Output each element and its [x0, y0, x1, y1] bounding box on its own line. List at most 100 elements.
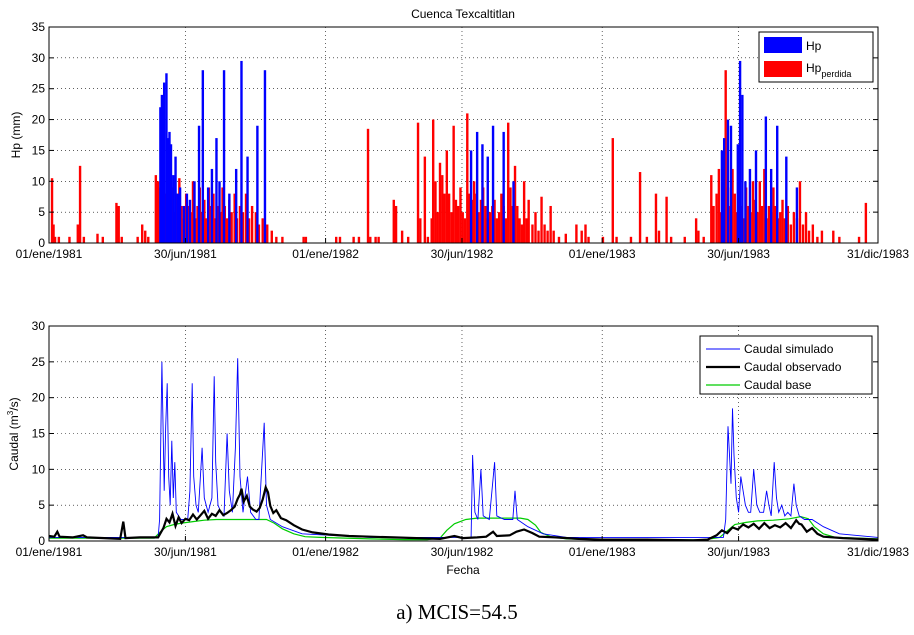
hp-perdida-bar	[575, 224, 578, 243]
hp-perdida-bar	[546, 230, 549, 243]
x-axis-ticks: 01/ene/1981 30/jun/1981 01/ene/1982 30/jun/…	[16, 536, 909, 559]
hp-perdida-bar	[82, 236, 86, 243]
hp-perdida-bar	[406, 236, 410, 243]
hp-perdida-bar	[513, 165, 517, 243]
hp-perdida-bar	[789, 224, 793, 243]
hp-perdida-bar	[281, 236, 284, 243]
hp-perdida-bar	[463, 218, 467, 243]
hp-perdida-bar	[522, 181, 526, 243]
hp-perdida-bar	[838, 236, 841, 243]
hp-bar	[172, 175, 175, 243]
hp-bar	[215, 138, 218, 243]
hp-perdida-bar	[334, 236, 338, 243]
hp-perdida-bar	[772, 187, 775, 243]
hp-perdida-bar	[244, 193, 248, 243]
y-tick-label: 25	[32, 355, 46, 369]
hp-bar	[228, 193, 231, 243]
x-tick-label: 01/ene/1981	[16, 247, 83, 261]
hp-perdida-bar	[430, 218, 433, 243]
hp-perdida-bar	[615, 236, 618, 243]
hp-perdida-bar	[731, 168, 734, 243]
x-tick-label: 30/jun/1983	[707, 247, 770, 261]
plot-frame	[48, 26, 879, 244]
hp-bar	[729, 125, 733, 243]
hp-perdida-bar	[767, 205, 771, 243]
hp-perdida-bar	[216, 205, 220, 243]
y-tick-label: 10	[32, 174, 46, 188]
figure-caption: a) MCIS=54.5	[396, 600, 518, 624]
hp-perdida-bar	[584, 224, 587, 243]
hp-perdida-bar	[717, 168, 721, 243]
hp-perdida-bar	[254, 212, 258, 243]
hp-perdida-bar	[792, 212, 796, 243]
y-axis-label: Hp (mm)	[9, 112, 23, 159]
hp-perdida-bar	[96, 233, 99, 243]
x-axis-label: Fecha	[446, 563, 480, 577]
hp-perdida-bar	[196, 205, 199, 243]
hp-perdida-bar	[534, 212, 537, 243]
hp-bar	[512, 181, 515, 243]
hp-perdida-bar	[531, 224, 534, 243]
hp-perdida-bar	[447, 193, 451, 243]
hp-perdida-bar	[203, 199, 206, 243]
hp-bar	[174, 156, 177, 243]
hp-bar	[185, 193, 189, 243]
hp-perdida-bar	[495, 218, 499, 243]
hp-perdida-bar	[857, 236, 861, 243]
hp-bar	[726, 119, 730, 243]
hp-perdida-bar	[798, 181, 802, 243]
legend-label-simulado: Caudal simulado	[744, 342, 834, 356]
hp-bar	[169, 144, 173, 243]
hp-perdida-bar	[497, 212, 501, 243]
hp-perdida-bar	[504, 218, 508, 243]
hp-perdida-bar	[352, 236, 355, 243]
hp-bar	[720, 150, 724, 243]
y-axis-label-end: /s)	[7, 397, 21, 410]
hp-perdida-bar	[53, 236, 57, 243]
y-tick-label: 15	[32, 427, 46, 441]
x-axis-ticks: 01/ene/1981 30/jun/1981 01/ene/1982 30/jun/…	[16, 238, 909, 261]
hp-perdida-bar	[212, 193, 215, 243]
hp-bar	[168, 131, 171, 243]
hp-perdida-bar	[629, 236, 633, 243]
hp-perdida-bar	[374, 236, 377, 243]
hp-perdida-bar	[774, 205, 777, 243]
hp-perdida-bar	[520, 224, 524, 243]
hp-perdida-bar	[338, 236, 342, 243]
hp-series	[159, 60, 799, 244]
hp-bar	[222, 70, 226, 243]
hp-perdida-bar	[509, 187, 512, 243]
y-axis-ticks: 0 5 10 15 20 25 30 35	[32, 20, 878, 250]
hp-perdida-bar	[747, 205, 750, 243]
hp-perdida-bar	[779, 212, 782, 243]
discharge-lines	[48, 358, 879, 542]
hp-bar	[795, 187, 799, 243]
hp-perdida-bar	[52, 224, 55, 243]
hp-perdida-bar	[500, 193, 503, 243]
hp-bar	[246, 156, 249, 243]
x-tick-label: 31/dic/1983	[847, 545, 909, 559]
y-tick-label: 15	[32, 143, 46, 157]
hp-perdida-bar	[156, 181, 160, 243]
hp-perdida-bar	[436, 212, 439, 243]
hp-perdida-bar	[443, 193, 446, 243]
x-tick-label: 30/jun/1981	[154, 545, 217, 559]
hp-perdida-bar	[760, 205, 764, 243]
x-tick-label: 30/jun/1983	[707, 545, 770, 559]
hp-perdida-bar	[518, 218, 521, 243]
x-tick-label: 01/ene/1981	[16, 545, 83, 559]
hp-bar	[769, 168, 773, 243]
hp-perdida-bar	[377, 236, 380, 243]
hp-bar	[263, 70, 267, 243]
legend-label-hp-perdida-subscript: perdida	[821, 69, 851, 79]
hp-perdida-bar	[611, 138, 614, 243]
y-tick-label: 10	[32, 462, 46, 476]
hp-perdida-bar	[456, 205, 460, 243]
hp-perdida-bar	[117, 205, 120, 243]
y-tick-label: 30	[32, 319, 46, 333]
hp-perdida-bar	[270, 230, 273, 243]
hp-perdida-bar	[438, 162, 442, 243]
hp-perdida-bar	[275, 236, 278, 243]
x-tick-label: 30/jun/1982	[431, 545, 494, 559]
hp-perdida-bar	[783, 218, 786, 243]
